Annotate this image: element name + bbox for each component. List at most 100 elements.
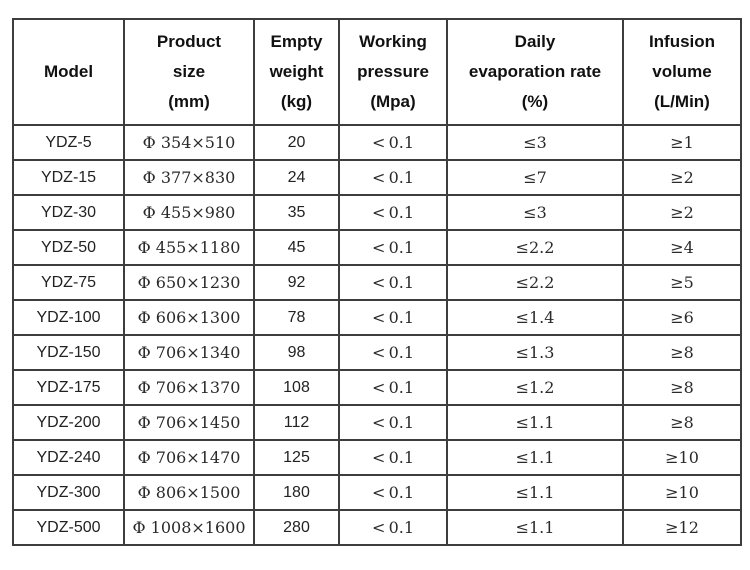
column-header-line: Infusion [648,32,716,51]
cell-product-size: Φ 706×1470 [123,439,255,476]
cell-evaporation-rate: ≤2.2 [446,229,624,266]
cell-product-size: Φ 706×1340 [123,334,255,371]
cell-product-size: Φ 455×980 [123,194,255,231]
column-header-line: (L/Min) [654,92,710,111]
table-row: YDZ-30 Φ 455×980 35 < 0.1 ≤3 ≥2 [12,194,742,231]
column-header-empty-weight: Empty weight (kg) [253,18,340,126]
cell-model: YDZ-15 [12,159,125,196]
cell-working-pressure: < 0.1 [338,159,448,196]
table-row: YDZ-150 Φ 706×1340 98 < 0.1 ≤1.3 ≥8 [12,334,742,371]
cell-empty-weight: 125 [253,439,340,476]
column-header-line: Model [43,62,94,81]
column-header-line: Empty [270,32,323,51]
cell-working-pressure: < 0.1 [338,229,448,266]
cell-evaporation-rate: ≤1.2 [446,369,624,406]
cell-evaporation-rate: ≤1.1 [446,404,624,441]
column-header-line: size [172,62,206,81]
table-row: YDZ-75 Φ 650×1230 92 < 0.1 ≤2.2 ≥5 [12,264,742,301]
cell-infusion-volume: ≥5 [622,264,742,301]
cell-product-size: Φ 650×1230 [123,264,255,301]
cell-empty-weight: 180 [253,474,340,511]
column-header-line: Working [359,32,427,51]
spec-table-container: Model Product size (mm) Empty weight (kg) Worki… [12,18,742,546]
cell-evaporation-rate: ≤3 [446,124,624,161]
cell-empty-weight: 35 [253,194,340,231]
column-header-line: (Mpa) [370,92,416,111]
cell-working-pressure: < 0.1 [338,474,448,511]
column-header-line: Daily [514,32,556,51]
cell-product-size: Φ 706×1370 [123,369,255,406]
spec-table: Model Product size (mm) Empty weight (kg) Worki… [12,18,742,546]
cell-model: YDZ-200 [12,404,125,441]
column-header-line: (%) [521,92,549,111]
cell-working-pressure: < 0.1 [338,194,448,231]
cell-infusion-volume: ≥8 [622,334,742,371]
cell-infusion-volume: ≥8 [622,369,742,406]
column-header-evaporation-rate: Daily evaporation rate (%) [446,18,624,126]
cell-working-pressure: < 0.1 [338,369,448,406]
cell-empty-weight: 92 [253,264,340,301]
table-row: YDZ-500 Φ 1008×1600 280 < 0.1 ≤1.1 ≥12 [12,509,742,546]
column-header-line: Product [156,32,222,51]
cell-infusion-volume: ≥6 [622,299,742,336]
column-header-product-size: Product size (mm) [123,18,255,126]
table-row: YDZ-200 Φ 706×1450 112 < 0.1 ≤1.1 ≥8 [12,404,742,441]
cell-model: YDZ-175 [12,369,125,406]
cell-empty-weight: 20 [253,124,340,161]
cell-evaporation-rate: ≤1.1 [446,439,624,476]
cell-empty-weight: 98 [253,334,340,371]
cell-product-size: Φ 706×1450 [123,404,255,441]
table-row: YDZ-175 Φ 706×1370 108 < 0.1 ≤1.2 ≥8 [12,369,742,406]
column-header-line: (kg) [280,92,313,111]
cell-working-pressure: < 0.1 [338,439,448,476]
cell-evaporation-rate: ≤1.1 [446,509,624,546]
cell-model: YDZ-50 [12,229,125,266]
cell-empty-weight: 45 [253,229,340,266]
cell-product-size: Φ 1008×1600 [123,509,255,546]
column-header-model: Model [12,18,125,126]
cell-model: YDZ-30 [12,194,125,231]
table-header-row: Model Product size (mm) Empty weight (kg) Worki… [12,18,742,126]
table-body: YDZ-5 Φ 354×510 20 < 0.1 ≤3 ≥1 YDZ-15 Φ 377×830… [12,124,742,546]
cell-empty-weight: 108 [253,369,340,406]
table-row: YDZ-5 Φ 354×510 20 < 0.1 ≤3 ≥1 [12,124,742,161]
cell-model: YDZ-100 [12,299,125,336]
cell-product-size: Φ 455×1180 [123,229,255,266]
table-row: YDZ-240 Φ 706×1470 125 < 0.1 ≤1.1 ≥10 [12,439,742,476]
table-row: YDZ-50 Φ 455×1180 45 < 0.1 ≤2.2 ≥4 [12,229,742,266]
cell-model: YDZ-150 [12,334,125,371]
cell-evaporation-rate: ≤1.4 [446,299,624,336]
cell-empty-weight: 78 [253,299,340,336]
cell-working-pressure: < 0.1 [338,509,448,546]
cell-infusion-volume: ≥12 [622,509,742,546]
column-header-line: evaporation rate [468,62,602,81]
cell-model: YDZ-300 [12,474,125,511]
column-header-infusion-volume: Infusion volume (L/Min) [622,18,742,126]
cell-model: YDZ-75 [12,264,125,301]
cell-working-pressure: < 0.1 [338,334,448,371]
cell-infusion-volume: ≥4 [622,229,742,266]
column-header-line: weight [269,62,324,81]
column-header-line: volume [652,62,712,81]
column-header-working-pressure: Working pressure (Mpa) [338,18,448,126]
cell-working-pressure: < 0.1 [338,299,448,336]
cell-infusion-volume: ≥8 [622,404,742,441]
cell-infusion-volume: ≥10 [622,474,742,511]
cell-working-pressure: < 0.1 [338,264,448,301]
cell-infusion-volume: ≥2 [622,194,742,231]
cell-working-pressure: < 0.1 [338,124,448,161]
cell-infusion-volume: ≥1 [622,124,742,161]
cell-evaporation-rate: ≤1.3 [446,334,624,371]
cell-working-pressure: < 0.1 [338,404,448,441]
cell-evaporation-rate: ≤1.1 [446,474,624,511]
cell-empty-weight: 280 [253,509,340,546]
cell-product-size: Φ 606×1300 [123,299,255,336]
cell-product-size: Φ 806×1500 [123,474,255,511]
cell-product-size: Φ 354×510 [123,124,255,161]
cell-infusion-volume: ≥2 [622,159,742,196]
cell-evaporation-rate: ≤7 [446,159,624,196]
table-row: YDZ-15 Φ 377×830 24 < 0.1 ≤7 ≥2 [12,159,742,196]
cell-model: YDZ-240 [12,439,125,476]
cell-empty-weight: 24 [253,159,340,196]
column-header-line: pressure [357,62,429,81]
